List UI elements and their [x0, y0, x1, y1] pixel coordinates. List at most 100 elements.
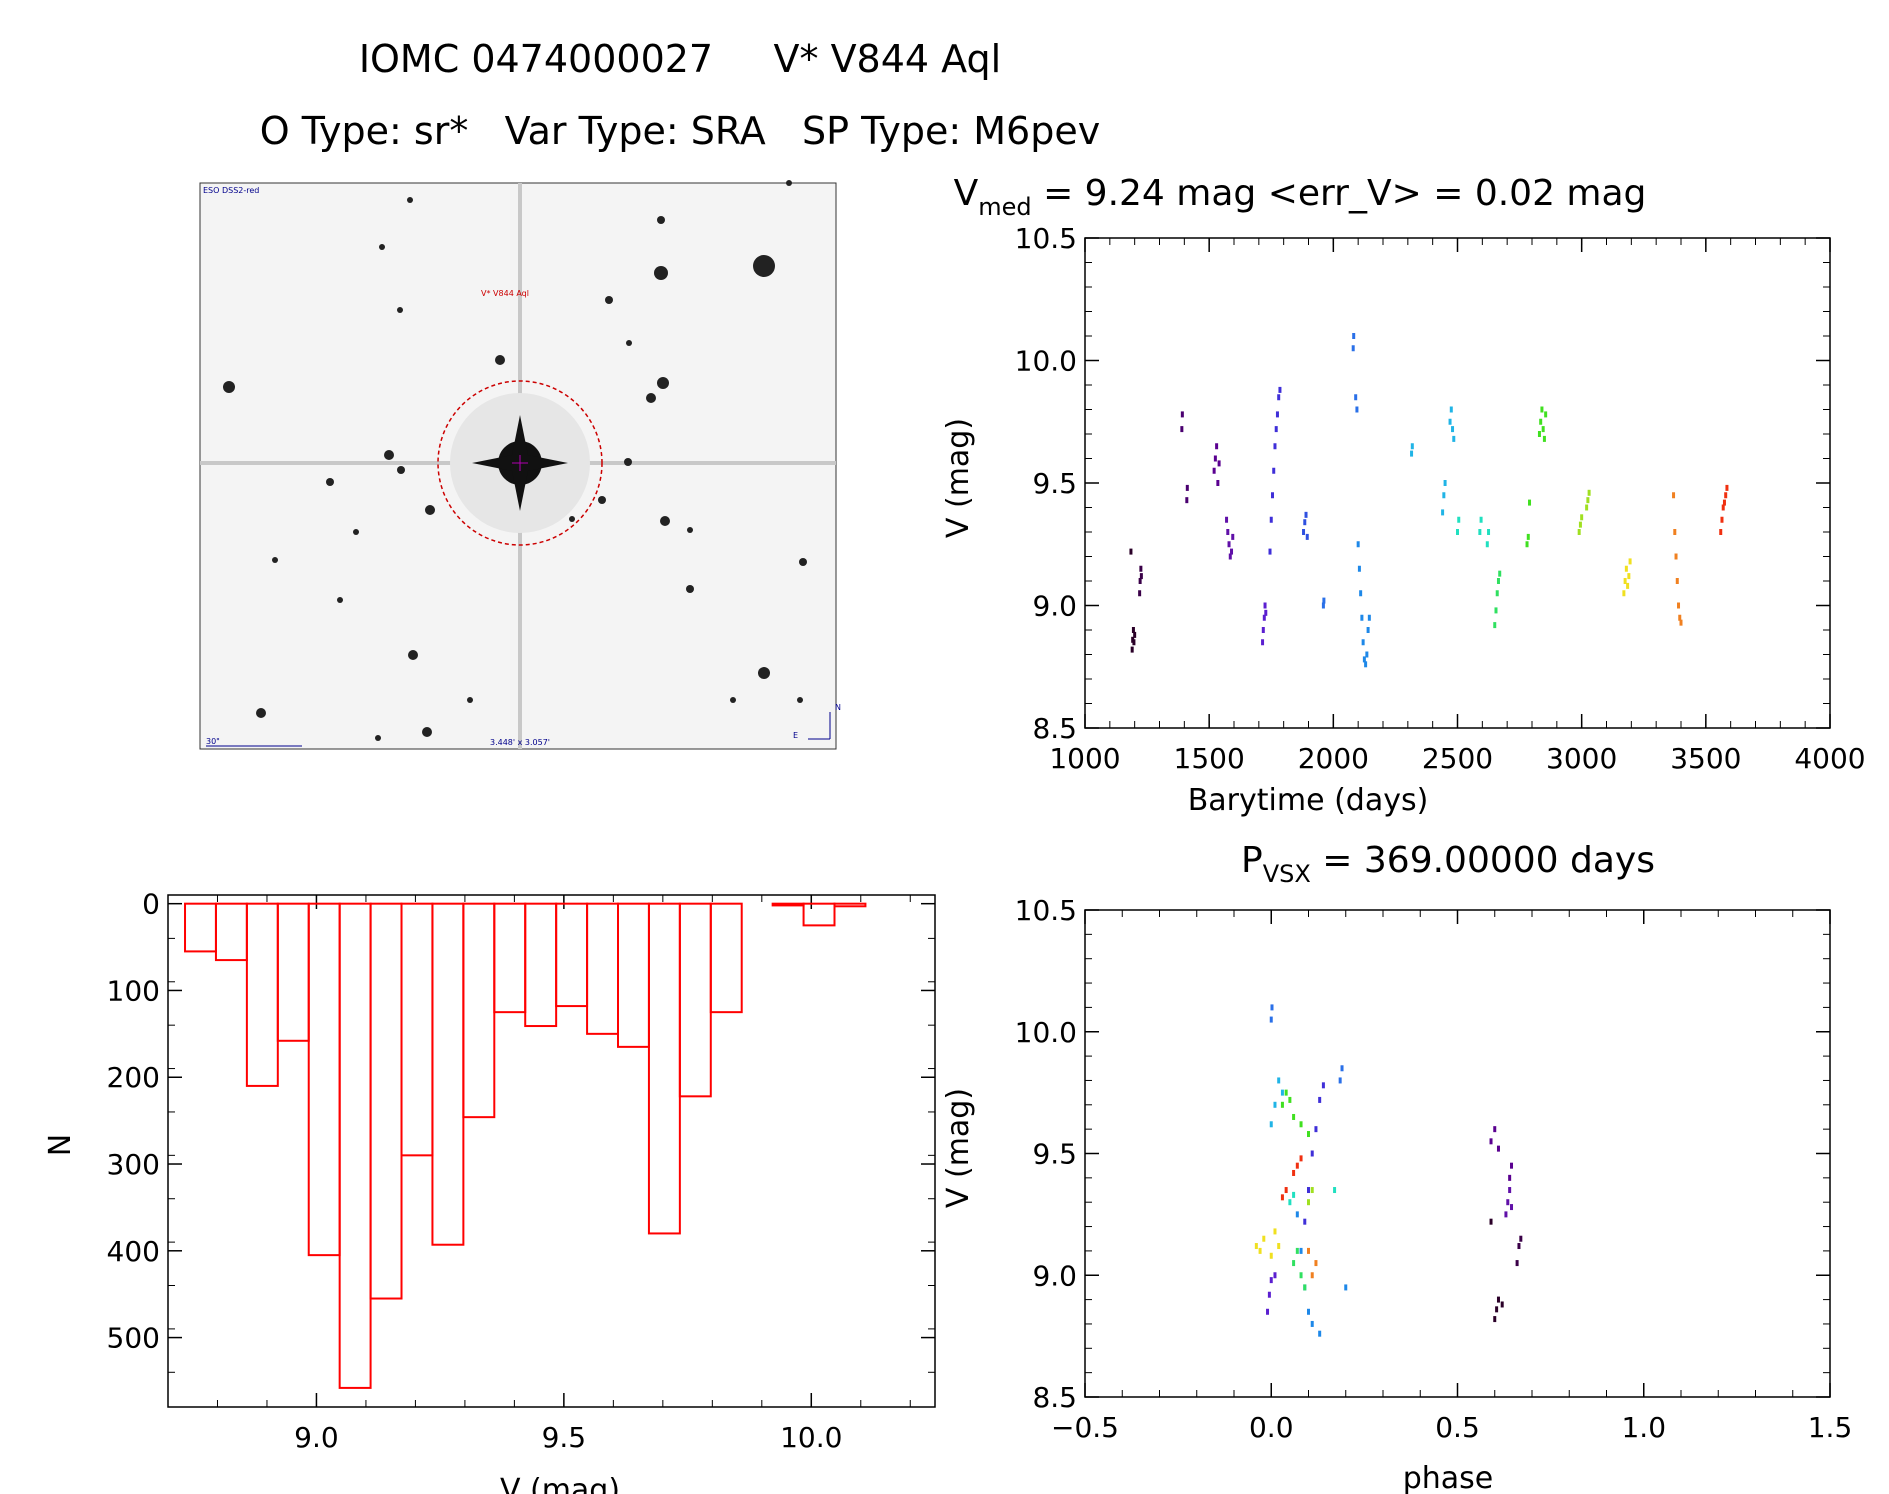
light-curve-point [1138, 590, 1142, 597]
phase-curve-point [1510, 1204, 1514, 1211]
phase-curve-point [1295, 1211, 1299, 1218]
light-curve-point [1138, 578, 1142, 584]
field-star [397, 307, 403, 313]
light-curve-point [1720, 516, 1724, 523]
phase-curve-point [1299, 1121, 1303, 1128]
light-curve-ytick-label: 9.0 [1032, 590, 1077, 623]
phase-curve-point [1310, 1150, 1314, 1157]
phase-curve-plot-frame [1084, 909, 1831, 1398]
light-curve-point [1623, 578, 1627, 584]
phase-curve-point [1504, 1211, 1508, 1218]
light-curve-point [1278, 386, 1282, 393]
light-curve-point [1719, 529, 1723, 535]
histogram-bar [771, 902, 805, 907]
light-curve-point [1626, 582, 1630, 589]
field-star [758, 667, 770, 679]
phase-curve-point [1510, 1162, 1514, 1169]
light-curve-chart: Vmed = 9.24 mag <err_V> = 0.02 mag Baryt… [941, 173, 1866, 818]
phase-curve-point [1307, 1131, 1310, 1138]
light-curve-xtick-label: 3500 [1670, 742, 1741, 775]
phase-curve-xtick-label: 1.0 [1621, 1411, 1666, 1444]
phase-curve-point [1307, 1247, 1310, 1254]
light-curve-point [1724, 492, 1728, 499]
light-curve-point [1230, 548, 1234, 555]
phase-curve-point [1496, 1296, 1500, 1303]
light-curve-point [1485, 541, 1489, 548]
light-curve-point [1443, 480, 1447, 486]
phase-curve-point [1267, 1291, 1271, 1298]
phase-curve-title-var: P [1241, 840, 1263, 881]
field-star [686, 585, 694, 593]
light-curve-xtick-label: 1000 [1049, 742, 1120, 775]
light-curve-point [1228, 553, 1232, 560]
light-curve-point [1673, 529, 1677, 535]
light-curve-point [1305, 533, 1309, 540]
light-curve-xtick-label: 2500 [1422, 742, 1493, 775]
phase-curve-point [1307, 1187, 1310, 1194]
histogram-bar [555, 902, 589, 1008]
finder-chart: ESO DSS2-red V* V844 Aql 30" 3.448' x 3.057… [199, 180, 841, 750]
field-star [223, 381, 235, 393]
light-curve-point [1365, 651, 1369, 658]
survey-label: ESO DSS2-red [203, 186, 259, 195]
phase-curve-point [1269, 1121, 1273, 1128]
light-curve-point [1721, 504, 1725, 511]
histogram-xlabel: V (mag) [500, 1473, 620, 1494]
phase-curve-point [1273, 1272, 1277, 1279]
phase-curve-ytick-label: 10.5 [1015, 894, 1077, 927]
light-curve-point [1478, 529, 1482, 535]
light-curve-point [1577, 529, 1581, 535]
field-star [408, 650, 418, 660]
phase-curve-point [1292, 1191, 1296, 1198]
histogram-bar [276, 902, 310, 1042]
phase-curve-point [1277, 1243, 1281, 1250]
phase-curve-ytick-label: 9.0 [1032, 1259, 1077, 1292]
light-curve-point [1139, 565, 1143, 572]
histogram-ytick-label: 100 [107, 974, 160, 1007]
light-curve-title-var: V [954, 173, 979, 214]
light-curve-point [1679, 619, 1683, 626]
phase-curve-point [1288, 1199, 1292, 1206]
histogram-bar [833, 902, 867, 908]
light-curve-point [1360, 614, 1364, 621]
phase-curve-point [1506, 1199, 1510, 1206]
light-curve-point [1410, 450, 1414, 457]
phase-curve-xtick-label: 0.0 [1249, 1411, 1294, 1444]
light-curve-point [1321, 602, 1325, 609]
phase-curve-point [1280, 1101, 1284, 1108]
phase-curve-title: PVSX = 369.00000 days [1241, 840, 1655, 888]
light-curve-point [1677, 602, 1681, 609]
light-curve-point [1264, 609, 1268, 616]
phase-curve-point [1508, 1187, 1512, 1194]
light-curve-point [1624, 565, 1628, 572]
field-star [624, 458, 632, 466]
phase-curve-point [1338, 1077, 1342, 1084]
phase-curve-point [1489, 1218, 1493, 1225]
phase-curve-xtick-label: 0.5 [1435, 1411, 1480, 1444]
light-curve-point [1628, 558, 1632, 565]
field-star [654, 266, 668, 280]
phase-curve-point [1288, 1096, 1292, 1103]
phase-curve-point [1489, 1138, 1493, 1145]
light-curve-point [1496, 578, 1500, 584]
histogram-bar [184, 902, 217, 953]
light-curve-title: Vmed = 9.24 mag <err_V> = 0.02 mag [954, 173, 1647, 221]
light-curve-point [1302, 529, 1306, 535]
field-star [422, 727, 432, 737]
phase-curve-point [1519, 1235, 1523, 1242]
light-curve-point [1272, 467, 1276, 474]
light-curve-point [1580, 514, 1584, 521]
field-star [272, 557, 278, 563]
field-star [799, 558, 807, 566]
light-curve-point [1442, 492, 1446, 499]
east-label: E [793, 731, 798, 740]
light-curve-point [1525, 541, 1529, 548]
light-curve-point [1449, 406, 1453, 413]
histogram-bar [617, 902, 650, 1048]
phase-curve-point [1310, 1320, 1314, 1327]
phase-curve-title-rest: = 369.00000 days [1311, 840, 1655, 881]
field-star [626, 340, 632, 346]
field-star [467, 697, 473, 703]
light-curve-point [1544, 411, 1548, 418]
phase-curve-ytick-label: 9.5 [1032, 1138, 1077, 1171]
